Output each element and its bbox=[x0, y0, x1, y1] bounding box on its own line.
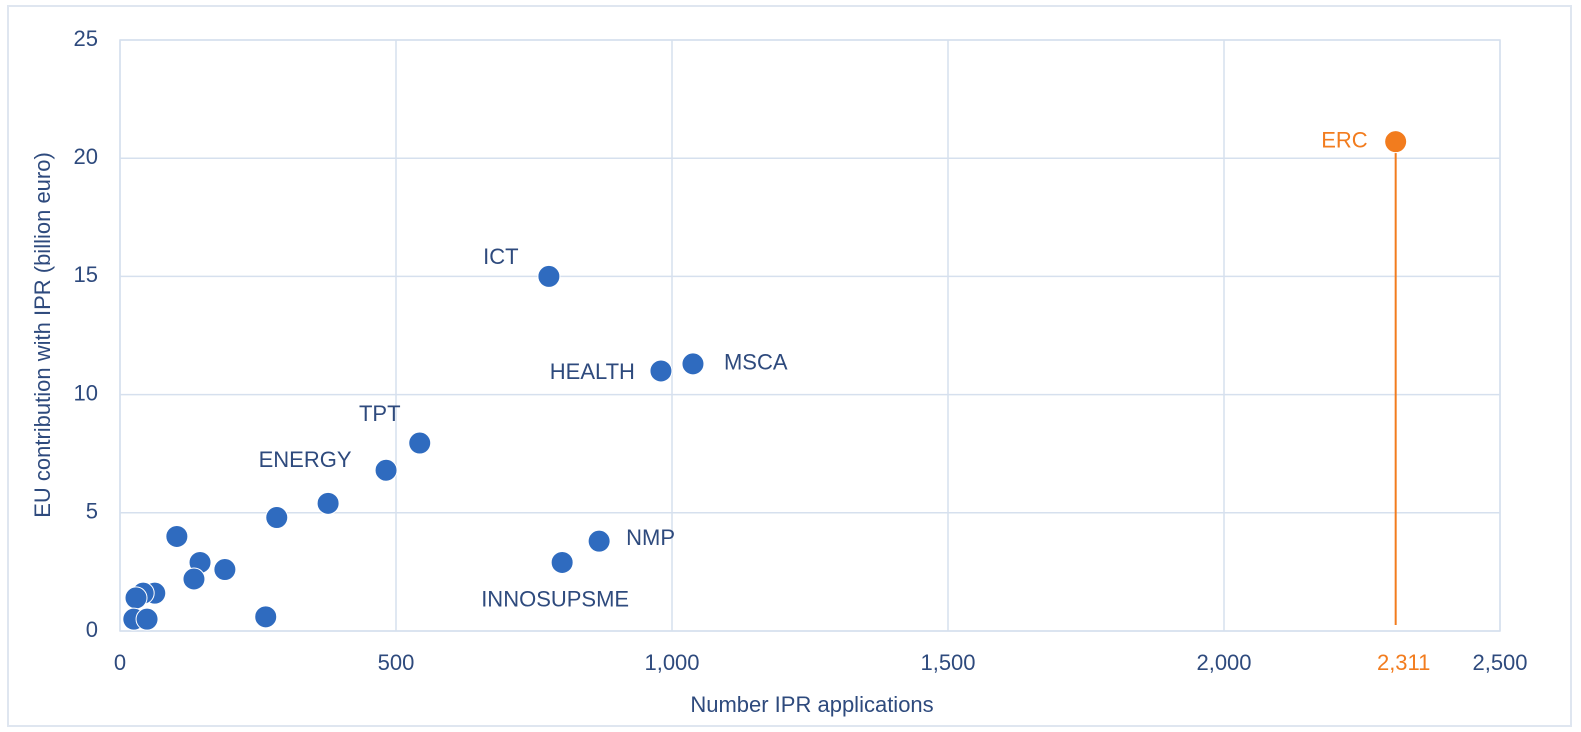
point bbox=[316, 491, 340, 515]
point-label: MSCA bbox=[724, 350, 788, 375]
plot-border bbox=[119, 39, 1501, 632]
point-label: INNOSUPSME bbox=[481, 586, 629, 611]
x-axis-label: Number IPR applications bbox=[690, 692, 933, 717]
point-label: TPT bbox=[359, 401, 401, 426]
point bbox=[374, 458, 398, 482]
point-label: HEALTH bbox=[550, 359, 635, 384]
highlight-tick-label: 2,311 bbox=[1377, 650, 1430, 675]
x-tick-label: 500 bbox=[378, 650, 415, 675]
y-tick-label: 20 bbox=[74, 144, 98, 169]
point bbox=[135, 607, 159, 631]
point bbox=[265, 506, 289, 530]
point-label: ERC bbox=[1321, 127, 1368, 152]
point bbox=[213, 558, 237, 582]
y-tick-label: 25 bbox=[74, 26, 98, 51]
point bbox=[537, 264, 561, 288]
y-tick-label: 5 bbox=[86, 499, 98, 524]
y-tick-label: 15 bbox=[74, 262, 98, 287]
x-tick-label: 2,000 bbox=[1196, 650, 1251, 675]
point bbox=[254, 605, 278, 629]
point bbox=[587, 529, 611, 553]
frame bbox=[7, 5, 1572, 727]
x-tick-label: 2,500 bbox=[1472, 650, 1527, 675]
point bbox=[681, 352, 705, 376]
point bbox=[182, 567, 206, 591]
point bbox=[408, 431, 432, 455]
y-tick-label: 10 bbox=[74, 380, 98, 405]
point-label: ENERGY bbox=[259, 447, 352, 472]
x-tick-label: 1,000 bbox=[644, 650, 699, 675]
point bbox=[649, 359, 673, 383]
point bbox=[1384, 130, 1408, 154]
x-tick-label: 1,500 bbox=[920, 650, 975, 675]
y-tick-label: 0 bbox=[86, 617, 98, 642]
point bbox=[124, 586, 148, 610]
point-label: NMP bbox=[626, 525, 675, 550]
y-axis-label: EU contribution with IPR (billion euro) bbox=[30, 152, 55, 518]
point bbox=[165, 524, 189, 548]
point-label: ICT bbox=[483, 244, 518, 269]
point bbox=[550, 550, 574, 574]
x-tick-label: 0 bbox=[114, 650, 126, 675]
